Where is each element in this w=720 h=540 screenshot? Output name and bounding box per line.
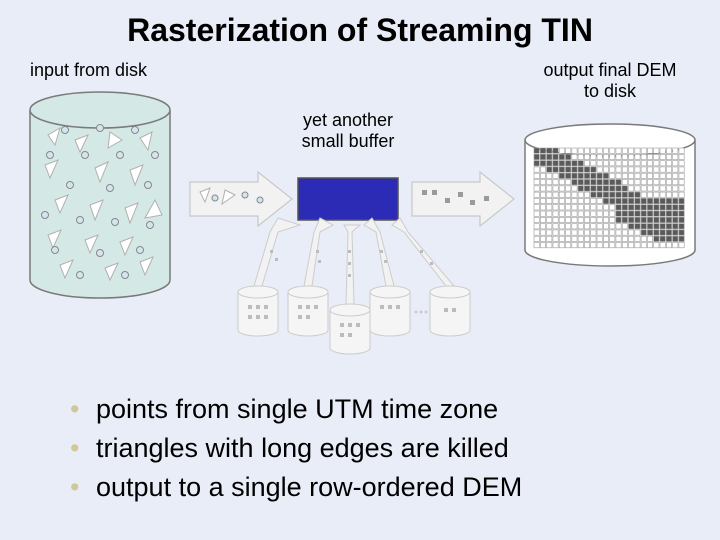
arrow-buffer-to-output xyxy=(412,172,514,226)
bullet-item: triangles with long edges are killed xyxy=(70,433,720,464)
arrow-input-to-buffer xyxy=(190,172,292,226)
temp-cylinders xyxy=(238,218,470,354)
bullet-item: points from single UTM time zone xyxy=(70,394,720,425)
output-cylinder xyxy=(525,124,695,266)
bullet-list: points from single UTM time zone triangl… xyxy=(30,394,720,511)
input-cylinder xyxy=(30,92,170,298)
diagram-svg xyxy=(0,0,720,380)
buffer-rect xyxy=(298,178,398,220)
bullet-item: output to a single row-ordered DEM xyxy=(70,472,720,503)
